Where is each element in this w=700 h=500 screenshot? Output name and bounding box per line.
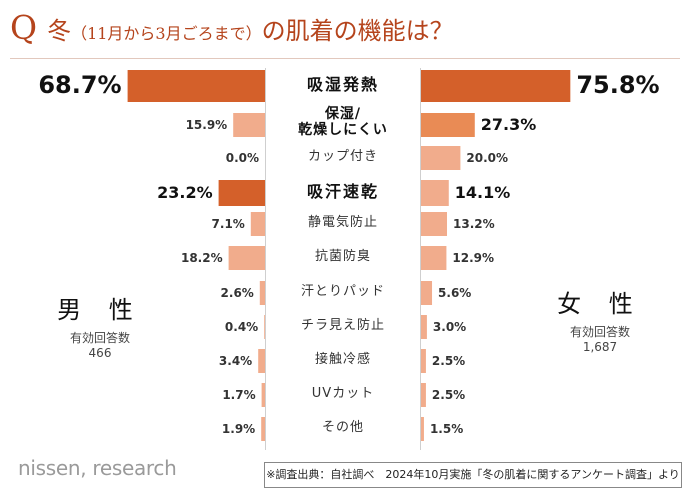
value-label-female: 12.9% bbox=[452, 250, 495, 265]
value-label-male: 68.7% bbox=[38, 71, 122, 99]
category-label: 接触冷感 bbox=[314, 352, 371, 367]
male-respondents: 466 bbox=[88, 346, 112, 360]
value-label-female: 20.0% bbox=[466, 150, 509, 165]
title-divider bbox=[10, 58, 680, 59]
value-label-female: 13.2% bbox=[453, 216, 495, 231]
bar-female bbox=[421, 246, 447, 270]
source-footnote: ※調査出典：自社調べ 2024年10月実施「冬の肌着に関するアンケート調査」より bbox=[264, 462, 682, 488]
category-label: UVカット bbox=[311, 386, 375, 401]
value-label-female: 2.5% bbox=[431, 353, 466, 368]
bar-female bbox=[421, 180, 449, 206]
bar-female bbox=[421, 113, 475, 137]
title-main: 冬 bbox=[47, 17, 72, 45]
title-q: Q bbox=[10, 8, 38, 47]
female-respondents: 1,687 bbox=[582, 340, 618, 354]
value-label-male: 23.2% bbox=[157, 183, 213, 202]
value-label-female: 1.5% bbox=[429, 421, 464, 436]
category-label: カップ付き bbox=[307, 149, 378, 164]
female-axis-line bbox=[420, 68, 421, 450]
bar-male bbox=[228, 246, 265, 270]
value-label-male: 18.2% bbox=[180, 250, 223, 265]
value-label-female: 27.3% bbox=[480, 115, 537, 134]
bar-male bbox=[218, 180, 265, 206]
title-rest: の肌着の機能は？ bbox=[261, 17, 454, 45]
category-panel bbox=[266, 68, 420, 450]
value-label-male: 3.4% bbox=[218, 353, 253, 368]
category-label: 静電気防止 bbox=[307, 215, 378, 230]
category-label: 保湿/乾燥しにくい bbox=[298, 106, 388, 138]
value-label-male: 15.9% bbox=[185, 117, 228, 132]
bar-female bbox=[421, 383, 426, 407]
value-label-male: 1.7% bbox=[222, 387, 256, 402]
category-label: 抗菌防臭 bbox=[314, 249, 371, 264]
value-label-male: 0.4% bbox=[224, 319, 259, 334]
bar-male bbox=[250, 212, 265, 236]
value-label-male: 7.1% bbox=[211, 216, 245, 231]
value-label-female: 5.6% bbox=[438, 285, 472, 300]
bar-female bbox=[421, 146, 461, 170]
category-label: その他 bbox=[321, 420, 364, 435]
value-label-male: 0.0% bbox=[225, 150, 259, 165]
female-respondents-label: 有効回答数 bbox=[569, 325, 630, 339]
male-axis-line bbox=[265, 68, 266, 450]
bar-female bbox=[421, 70, 571, 102]
bar-female bbox=[421, 417, 424, 441]
value-label-female: 2.5% bbox=[431, 387, 466, 402]
value-label-male: 1.9% bbox=[221, 421, 256, 436]
category-label: 汗とりパッド bbox=[300, 284, 385, 299]
value-label-female: 3.0% bbox=[432, 319, 467, 334]
bar-male bbox=[233, 113, 265, 137]
bar-female bbox=[421, 212, 448, 236]
value-label-female: 75.8% bbox=[576, 71, 660, 99]
category-label: 吸湿発熱 bbox=[306, 75, 379, 94]
bar-female bbox=[421, 281, 433, 305]
category-label: 吸汗速乾 bbox=[306, 182, 379, 201]
female-label: 女 性 bbox=[557, 290, 643, 318]
value-label-female: 14.1% bbox=[454, 183, 511, 202]
bar-male bbox=[127, 70, 265, 102]
brand-logo-text: nissen, research bbox=[18, 456, 177, 480]
value-label-male: 2.6% bbox=[220, 285, 254, 300]
male-legend: 男 性 有効回答数 466 bbox=[40, 290, 160, 360]
bar-female bbox=[421, 315, 427, 339]
bar-male bbox=[258, 349, 265, 373]
bar-female bbox=[421, 349, 426, 373]
female-legend: 女 性 有効回答数 1,687 bbox=[540, 284, 660, 354]
title-sub: （11月から3月ごろまで） bbox=[71, 24, 262, 43]
chart-title: Q 冬 （11月から3月ごろまで） の肌着の機能は？ bbox=[10, 8, 454, 56]
category-label: チラ見え防止 bbox=[300, 318, 385, 333]
male-label: 男 性 bbox=[57, 296, 143, 324]
male-respondents-label: 有効回答数 bbox=[69, 331, 130, 345]
